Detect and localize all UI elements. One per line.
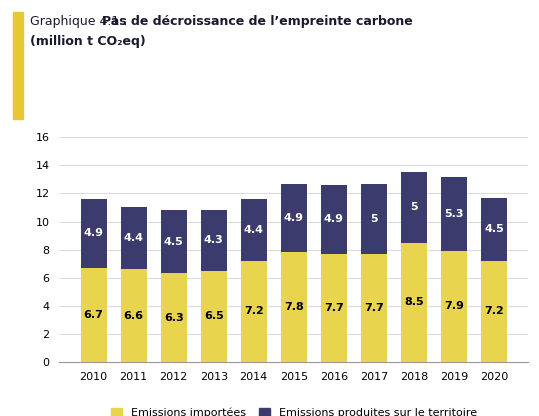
Bar bbox=[241, 261, 267, 362]
Text: 5: 5 bbox=[410, 203, 418, 213]
Bar bbox=[281, 183, 307, 253]
Text: 8.5: 8.5 bbox=[404, 297, 424, 307]
Text: 7.7: 7.7 bbox=[324, 303, 344, 313]
Text: 7.8: 7.8 bbox=[284, 302, 303, 312]
Text: 4.3: 4.3 bbox=[204, 235, 224, 245]
Text: 4.9: 4.9 bbox=[284, 213, 304, 223]
Bar bbox=[281, 253, 307, 362]
Bar bbox=[201, 271, 227, 362]
Text: 6.7: 6.7 bbox=[84, 310, 103, 320]
Bar bbox=[361, 254, 387, 362]
Text: 4.4: 4.4 bbox=[244, 225, 264, 235]
Text: 4.4: 4.4 bbox=[123, 233, 143, 243]
Text: 4.9: 4.9 bbox=[324, 214, 344, 224]
Text: 7.7: 7.7 bbox=[364, 303, 384, 313]
Text: 7.9: 7.9 bbox=[444, 302, 464, 312]
Text: 6.3: 6.3 bbox=[164, 313, 184, 323]
Text: 4.5: 4.5 bbox=[484, 224, 504, 234]
Text: 4.5: 4.5 bbox=[164, 237, 184, 247]
Bar bbox=[121, 208, 147, 269]
Bar bbox=[401, 243, 427, 362]
Text: Pas de décroissance de l’empreinte carbone: Pas de décroissance de l’empreinte carbo… bbox=[102, 15, 413, 27]
Text: 5.3: 5.3 bbox=[444, 209, 464, 219]
Bar bbox=[201, 210, 227, 271]
Text: 6.6: 6.6 bbox=[123, 311, 143, 321]
Bar bbox=[361, 183, 387, 254]
Text: Graphique 4.1 :: Graphique 4.1 : bbox=[30, 15, 131, 27]
Bar bbox=[121, 269, 147, 362]
Bar bbox=[161, 210, 186, 273]
Bar bbox=[481, 261, 507, 362]
Bar bbox=[321, 185, 347, 254]
Legend: Emissions importées, Emissions produites sur le territoire: Emissions importées, Emissions produites… bbox=[110, 408, 477, 416]
Text: 6.5: 6.5 bbox=[204, 311, 224, 321]
Text: 7.2: 7.2 bbox=[244, 306, 264, 317]
Text: (million t CO₂eq): (million t CO₂eq) bbox=[30, 35, 146, 48]
Bar bbox=[161, 273, 186, 362]
Text: 4.9: 4.9 bbox=[84, 228, 103, 238]
Bar bbox=[481, 198, 507, 261]
Bar bbox=[241, 199, 267, 261]
Bar bbox=[321, 254, 347, 362]
Bar bbox=[401, 172, 427, 243]
Bar bbox=[441, 176, 467, 251]
Text: 7.2: 7.2 bbox=[484, 306, 504, 317]
Bar bbox=[81, 268, 107, 362]
Bar bbox=[441, 251, 467, 362]
Bar bbox=[81, 199, 107, 268]
Text: 5: 5 bbox=[370, 214, 378, 224]
